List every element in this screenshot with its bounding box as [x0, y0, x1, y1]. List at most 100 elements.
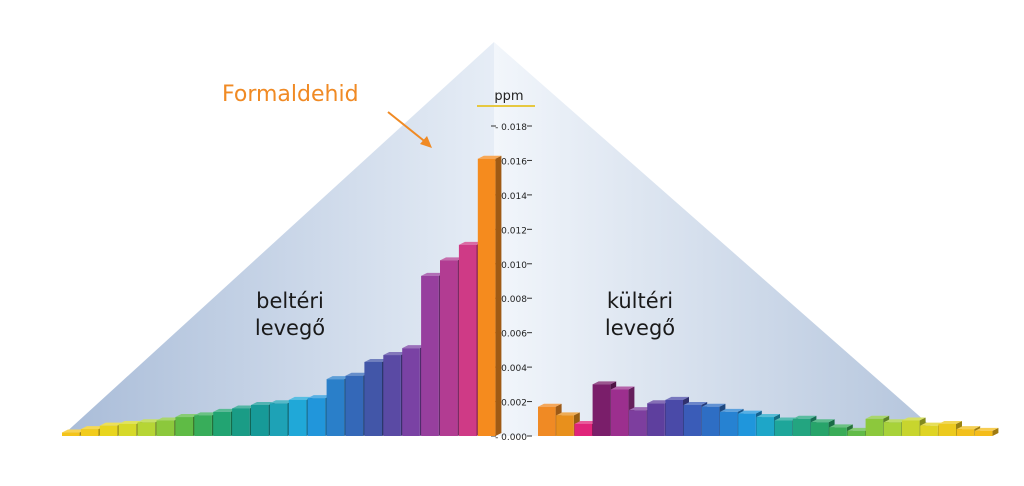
indoor-bar — [307, 398, 326, 436]
outdoor-bar — [829, 427, 847, 436]
indoor-bar-top — [402, 345, 426, 349]
y-tick-label: - 0.004 — [495, 364, 527, 374]
outdoor-bar-top — [811, 419, 835, 423]
outdoor-bar-top — [829, 424, 853, 428]
outdoor-air-label-line1: kültéri — [606, 289, 674, 313]
outdoor-air-label: kültéri levegő — [585, 288, 695, 342]
indoor-bar — [421, 275, 439, 436]
outdoor-bar — [720, 411, 738, 436]
annotation-formaldehid: Formaldehid — [222, 82, 359, 107]
indoor-bar-top — [383, 352, 407, 356]
outdoor-bar-top — [574, 420, 598, 424]
indoor-bar — [477, 158, 496, 436]
indoor-bar-top — [421, 272, 445, 276]
indoor-bar-top — [80, 426, 105, 430]
outdoor-bar — [701, 406, 720, 436]
pyramid-left-face — [62, 42, 494, 436]
outdoor-bar-top — [956, 426, 981, 430]
outdoor-bar-top — [647, 400, 671, 404]
indoor-bar — [326, 379, 345, 436]
outdoor-bar — [938, 423, 956, 436]
outdoor-bar-top — [592, 381, 617, 385]
indoor-bar-top — [62, 429, 86, 433]
indoor-bar — [62, 432, 80, 436]
y-tick-label: - 0.018 — [495, 123, 527, 133]
indoor-bar — [80, 429, 99, 436]
indoor-bar — [194, 415, 212, 436]
outdoor-bar-side — [992, 427, 999, 436]
indoor-bar-top — [326, 376, 351, 380]
outdoor-bar-top — [792, 415, 817, 419]
indoor-bar-top — [458, 241, 483, 245]
outdoor-bar-top — [774, 417, 799, 421]
outdoor-bar-top — [665, 396, 689, 400]
indoor-bar-top — [251, 402, 275, 405]
outdoor-bar-top — [756, 414, 780, 418]
indoor-bar-top — [288, 396, 313, 400]
outdoor-bar — [974, 430, 993, 436]
indoor-bar — [364, 361, 382, 436]
indoor-bar-top — [307, 395, 332, 399]
outdoor-bar-top — [738, 410, 762, 414]
outdoor-bar-top — [610, 386, 635, 390]
outdoor-bar-top — [629, 407, 653, 411]
indoor-bar — [232, 408, 250, 436]
outdoor-bar — [920, 425, 938, 436]
indoor-bar — [383, 355, 401, 436]
indoor-bar-top — [118, 420, 143, 424]
indoor-air-label: beltéri levegő — [235, 288, 345, 342]
annotation-arrow-head — [420, 136, 432, 148]
y-tick-label: - 0.014 — [495, 192, 527, 202]
outdoor-bar — [902, 420, 920, 436]
annotation-arrow-line — [387, 111, 429, 145]
y-tick-label: - 0.002 — [495, 399, 527, 409]
indoor-bar-top — [345, 372, 370, 376]
indoor-bar — [156, 420, 175, 436]
indoor-bar-top — [364, 358, 388, 362]
outdoor-bar — [647, 403, 665, 436]
indoor-bar — [118, 423, 137, 436]
indoor-bar — [175, 417, 193, 436]
outdoor-bar — [883, 422, 902, 436]
indoor-bar — [288, 399, 307, 436]
indoor-bar-side — [495, 155, 502, 436]
indoor-bar-top — [175, 414, 199, 418]
outdoor-bar — [556, 415, 574, 436]
outdoor-bar-top — [883, 419, 908, 423]
outdoor-bar — [756, 417, 774, 436]
outdoor-bar — [774, 420, 793, 436]
outdoor-bar-top — [902, 417, 926, 421]
indoor-bar — [213, 411, 231, 436]
indoor-bar — [440, 260, 458, 436]
indoor-bar — [345, 375, 364, 436]
indoor-bar-top — [269, 400, 294, 404]
indoor-air-label-line2: levegő — [254, 316, 326, 340]
indoor-bar — [99, 425, 118, 436]
y-tick-label: - 0.012 — [495, 226, 527, 236]
outdoor-bar-top — [683, 402, 708, 405]
y-tick-label: - 0.006 — [495, 330, 527, 340]
indoor-bar — [458, 244, 477, 436]
outdoor-bar — [811, 422, 829, 436]
indoor-bar-top — [477, 155, 502, 159]
indoor-bar-top — [156, 417, 181, 421]
outdoor-bar-top — [538, 403, 562, 407]
outdoor-bar-top — [720, 408, 744, 412]
outdoor-bar-top — [701, 403, 726, 407]
outdoor-bar — [865, 418, 884, 436]
outdoor-bar — [538, 406, 556, 436]
outdoor-bar-top — [556, 412, 580, 416]
outdoor-bar — [847, 430, 865, 436]
indoor-bar — [251, 405, 269, 436]
indoor-bar — [402, 348, 420, 436]
y-tick-label: - 0.016 — [495, 157, 527, 167]
outdoor-bar — [592, 384, 611, 436]
outdoor-bar — [610, 389, 629, 436]
outdoor-bar — [629, 410, 647, 436]
y-tick-label: - 0.010 — [495, 261, 527, 271]
pyramid-right-face — [494, 42, 942, 436]
indoor-air-label-line1: beltéri — [256, 289, 324, 313]
indoor-bar-top — [232, 405, 256, 409]
outdoor-air-label-line2: levegő — [604, 316, 676, 340]
indoor-bar-top — [213, 408, 237, 412]
